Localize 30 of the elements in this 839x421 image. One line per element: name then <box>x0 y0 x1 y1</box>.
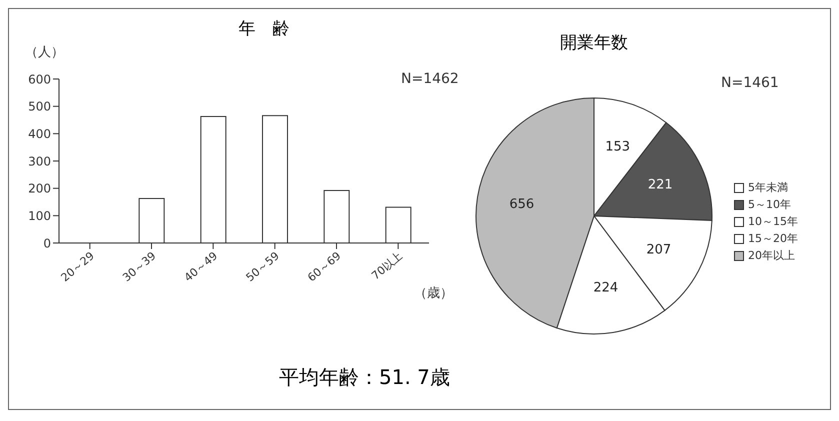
legend-label: 10～15年 <box>748 214 798 229</box>
data-label: 224 <box>593 280 618 296</box>
data-label: 656 <box>509 196 534 212</box>
y-tick-label: 600 <box>28 72 51 86</box>
x-tick-label: 40～49 <box>182 249 220 284</box>
chart-title: 年 齢 <box>238 18 290 41</box>
y-tick-label: 100 <box>28 208 51 223</box>
x-tick-label: 30～39 <box>120 249 158 284</box>
legend-label: 5～10年 <box>748 197 791 212</box>
data-label: 153 <box>605 139 630 154</box>
text: 平均年齢：51. 7歳 <box>279 364 450 391</box>
data-label: 221 <box>648 178 673 192</box>
legend-label: 5年未満 <box>748 180 788 195</box>
y-tick-label: 0 <box>43 236 51 250</box>
text: N=1461 <box>721 75 779 91</box>
y-tick-label: 500 <box>28 100 51 114</box>
y-axis-title: （人） <box>25 44 64 61</box>
legend-label: 20年以上 <box>748 248 795 263</box>
legend-label: 15～20年 <box>748 231 798 246</box>
y-tick-label: 400 <box>28 126 51 141</box>
x-tick-label: 50～59 <box>244 249 282 284</box>
x-tick-label: 70以上 <box>369 249 406 282</box>
annotation: N=1462 <box>401 71 459 87</box>
y-tick-label: 300 <box>28 154 51 168</box>
x-axis-title: （歳） <box>414 285 453 302</box>
data-label: 207 <box>646 242 672 258</box>
x-tick-label: 20～29 <box>58 249 97 284</box>
x-tick-label: 60～69 <box>305 249 344 284</box>
chart-title: 開業年数 <box>559 32 629 55</box>
y-tick-label: 200 <box>28 182 51 196</box>
